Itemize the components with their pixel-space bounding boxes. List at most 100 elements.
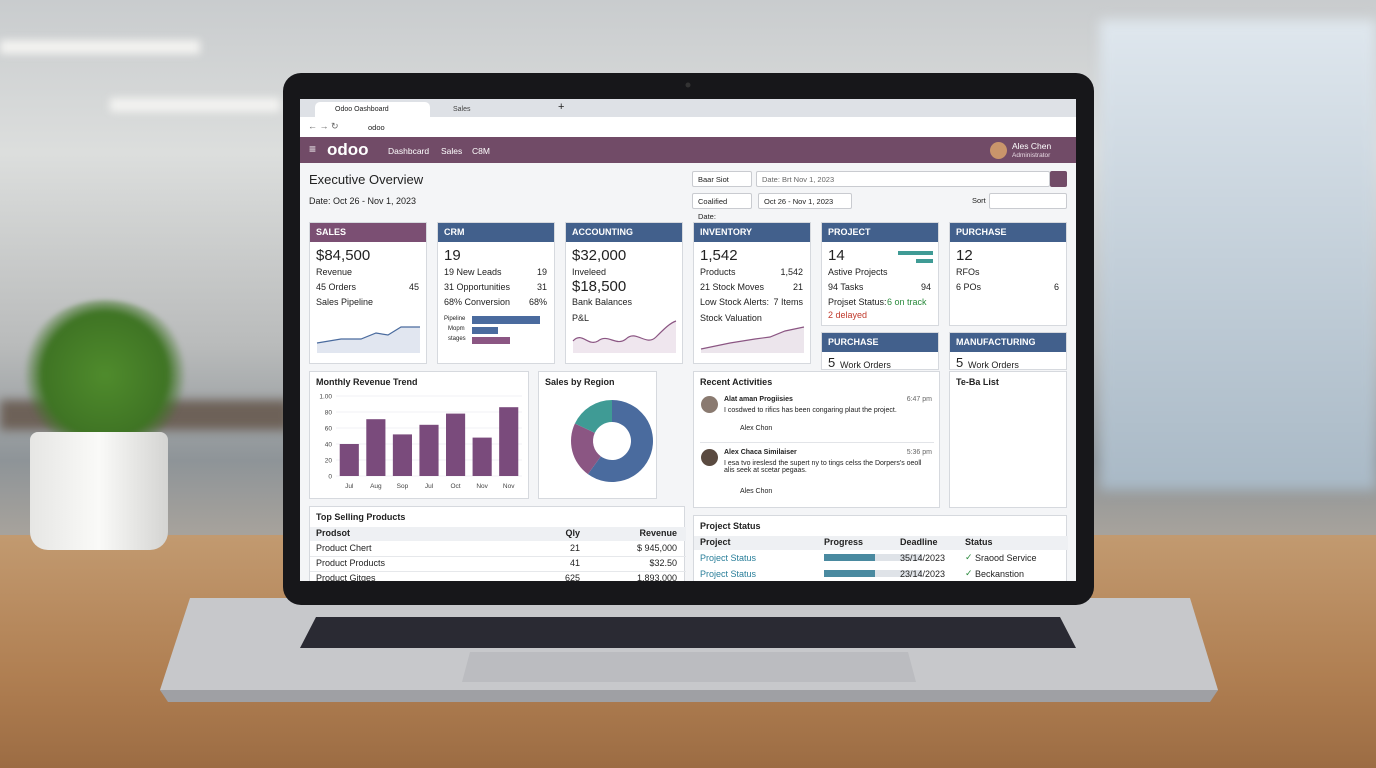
- manufacturing-card: MANUFACTURING 5 Work Orders: [949, 332, 1067, 370]
- kpi-label: Products: [700, 267, 736, 277]
- row-divider: [310, 556, 686, 557]
- product-qty: 625: [564, 573, 580, 581]
- product-name: Product Gitges: [316, 573, 376, 581]
- kpi-count: 31: [536, 282, 547, 292]
- kpi-count: 21: [792, 282, 803, 292]
- purchase-card: PURCHASE 12 RFOs 6 POs 6: [949, 222, 1067, 326]
- bar: [366, 419, 386, 476]
- top-products-panel: Top Selling Products Prodsot Qly Revenue…: [309, 506, 686, 581]
- avatar: [701, 396, 718, 413]
- nav-buttons[interactable]: ← → ↻: [308, 121, 339, 131]
- kpi-count: 68%: [528, 297, 547, 307]
- browser-tab[interactable]: Sales: [453, 106, 471, 113]
- donut-chart: [571, 400, 653, 482]
- kpi-label: Stock Valuation: [700, 313, 762, 323]
- x-tick-label: Oct: [451, 483, 461, 490]
- panel-title: Top Selling Products: [316, 512, 406, 522]
- plant-pot: [30, 432, 168, 550]
- kpi-label: Work Orders: [840, 360, 891, 370]
- column-header: Prodsot: [316, 528, 351, 538]
- x-tick-label: Jul: [345, 483, 354, 490]
- donut-segment: [571, 423, 601, 475]
- product-revenue: $ 945,000: [636, 543, 677, 553]
- product-name: Product Chert: [316, 543, 372, 553]
- sparkline: [700, 326, 805, 353]
- kpi-label: Low Stock Alerts:: [700, 297, 770, 307]
- product-revenue: $32.50: [649, 558, 677, 568]
- project-link[interactable]: Project Status: [700, 553, 757, 563]
- crm-card: CRM 19 19 New Leads 19 31 Opportunities …: [437, 222, 555, 364]
- view-switcher[interactable]: [989, 193, 1067, 209]
- search-button[interactable]: [1050, 171, 1067, 187]
- new-tab[interactable]: +: [558, 101, 565, 113]
- x-tick-label: Nov: [503, 483, 515, 490]
- menu-icon[interactable]: ≡: [309, 142, 317, 156]
- window: [1100, 20, 1376, 490]
- browser-tab[interactable]: Odoo Oashboard: [315, 102, 430, 117]
- search-input[interactable]: Date: Brt Nov 1, 2023: [756, 171, 1050, 187]
- plant-leaves: [20, 300, 190, 450]
- kpi-count: 19: [536, 267, 547, 277]
- bar: [472, 437, 492, 476]
- x-tick-label: Sop: [397, 483, 409, 490]
- camera: [685, 82, 691, 88]
- trackpad: [462, 652, 916, 682]
- activity-name: Alex Chaca Similaiser: [724, 449, 797, 456]
- column-header: Project: [700, 537, 731, 547]
- page-title: Executive Overview: [309, 172, 424, 187]
- bar: [339, 444, 359, 476]
- sparkline: [572, 320, 677, 353]
- activity-text: I cosdwed to rifics has been congaring p…: [724, 407, 897, 414]
- nav-menu[interactable]: C8M: [472, 146, 490, 156]
- panel-title: Te-Ba List: [956, 377, 999, 387]
- date-filter[interactable]: Oct 26 - Nov 1, 2023: [758, 193, 852, 209]
- kpi-label: 94 Tasks: [828, 282, 864, 292]
- table-header: [310, 527, 686, 541]
- kpi-label: P&L: [572, 313, 590, 323]
- status-bar: [898, 251, 933, 255]
- delayed: 2 delayed: [828, 310, 868, 320]
- product-qty: 21: [569, 543, 580, 553]
- address-text[interactable]: odoo: [368, 123, 385, 132]
- activity-author: Alex Chon: [740, 425, 773, 432]
- on-track: 6 on track: [887, 297, 927, 307]
- kpi-value: 12: [956, 247, 973, 264]
- column-header: Qly: [565, 528, 580, 538]
- kpi-value: 14: [828, 247, 845, 264]
- projects-card: PROJECT MANAGEMENT 14 Astive Projects 94…: [821, 222, 939, 326]
- kpi-count: 1,542: [780, 267, 803, 277]
- sparkline: [316, 326, 420, 353]
- purchase-orders-card: PURCHASE 5 Work Orders: [821, 332, 939, 370]
- nav-menu[interactable]: Sales: [441, 146, 463, 156]
- product-revenue: 1,893,000: [636, 573, 677, 581]
- kpi-value: $32,000: [572, 247, 627, 264]
- kpi-label: 68% Conversion: [444, 297, 511, 307]
- panel-title: Monthly Revenue Trend: [316, 377, 418, 387]
- pipeline-bar: [472, 316, 540, 324]
- bar: [419, 424, 439, 476]
- laptop-front-edge: [160, 690, 1218, 702]
- card-title: INVENTORY: [694, 223, 810, 242]
- nav-menu[interactable]: Dashbcard: [388, 146, 430, 156]
- user-role: Administrator: [1012, 152, 1051, 159]
- inventory-card: INVENTORY 1,542 Products 1,542 21 Stock …: [693, 222, 811, 364]
- donut-segment: [574, 400, 612, 433]
- activity-text: I esa tvo ireslesd the supert ny to ting…: [724, 460, 922, 474]
- avatar[interactable]: [990, 142, 1007, 159]
- status-check: ✓: [965, 552, 973, 562]
- progress-bar: [824, 554, 875, 561]
- address-bar: [300, 117, 1076, 138]
- date-filter-label[interactable]: Coalified Date:: [692, 193, 752, 221]
- ceiling-light: [0, 40, 200, 54]
- kpi-label: 21 Stock Moves: [700, 282, 765, 292]
- view-button[interactable]: Baar Siot: [692, 171, 752, 187]
- panel-title: Sales by Region: [545, 377, 615, 387]
- project-link[interactable]: Project Status: [700, 569, 757, 579]
- y-tick-label: 0: [328, 474, 332, 481]
- kpi-label: RFOs: [956, 267, 980, 277]
- user-name[interactable]: Ales Chen: [1012, 141, 1052, 151]
- logo[interactable]: odoo: [327, 140, 369, 159]
- activity-name: Alat aman Progiisies: [724, 396, 793, 403]
